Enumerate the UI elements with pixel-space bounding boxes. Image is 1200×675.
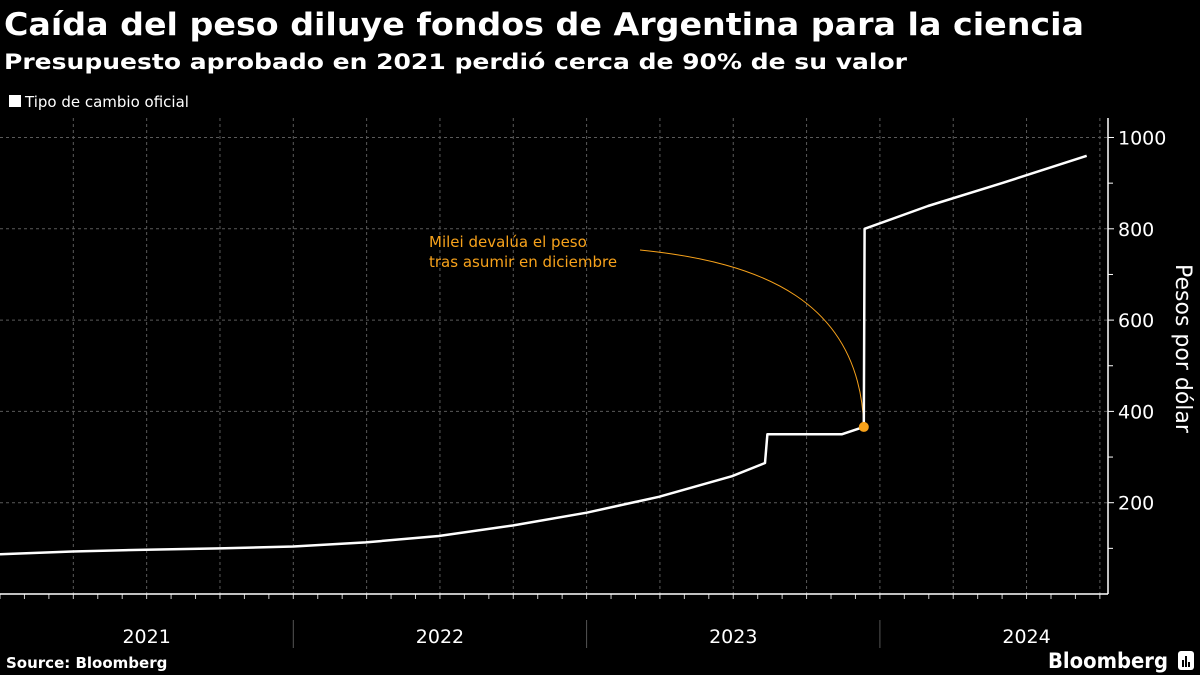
annotation-marker — [858, 421, 869, 432]
gridlines — [0, 118, 1108, 594]
chart-title: Caída del peso diluye fondos de Argentin… — [4, 7, 1084, 43]
bloomberg-logo-icon — [1178, 651, 1194, 670]
y-axis-label: Pesos por dólar — [1170, 264, 1195, 434]
x-tick-label: 2024 — [1002, 626, 1050, 648]
y-tick-label: 600 — [1118, 310, 1154, 332]
bloomberg-logo: Bloomberg — [1048, 649, 1168, 673]
axes: 200 400 600 800 1000 2021 2022 2023 2024 — [0, 118, 1166, 648]
y-tick-label: 800 — [1118, 219, 1154, 241]
annotation-leader — [639, 249, 865, 427]
x-tick-label: 2022 — [416, 626, 464, 648]
annotation: Milei devalúa el peso tras asumir en dic… — [429, 233, 865, 427]
chart-subtitle: Presupuesto aprobado en 2021 perdió cerc… — [4, 50, 908, 74]
legend-swatch — [9, 95, 21, 107]
annotation-line-1: Milei devalúa el peso — [429, 233, 587, 251]
series-line — [0, 154, 1088, 556]
legend-label: Tipo de cambio oficial — [24, 93, 189, 111]
x-tick-label: 2023 — [709, 626, 757, 648]
y-tick-label: 1000 — [1118, 128, 1166, 150]
annotation-line-2: tras asumir en diciembre — [429, 253, 617, 271]
y-tick-label: 200 — [1118, 493, 1154, 515]
source-note: Source: Bloomberg — [6, 654, 167, 672]
x-tick-label: 2021 — [122, 626, 170, 648]
series — [0, 154, 1088, 556]
y-tick-label: 400 — [1118, 401, 1154, 423]
